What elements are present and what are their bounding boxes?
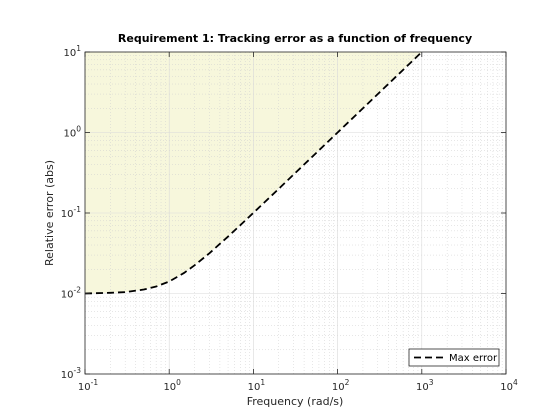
y-tick-label: 101 bbox=[63, 44, 81, 59]
y-tick-label: 100 bbox=[63, 125, 81, 140]
x-tick-label: 101 bbox=[248, 378, 266, 393]
x-tick-label: 104 bbox=[500, 378, 518, 393]
legend-box bbox=[408, 348, 500, 367]
tick-marks bbox=[84, 51, 507, 375]
legend-label-max-error: Max error bbox=[449, 353, 498, 364]
y-tick-label: 10-3 bbox=[61, 366, 81, 381]
x-tick-label: 102 bbox=[332, 378, 350, 393]
chart-title: Requirement 1: Tracking error as a funct… bbox=[118, 32, 472, 45]
legend: Max error bbox=[408, 348, 500, 367]
x-tick-labels: 10-1 100 101 102 103 104 bbox=[78, 378, 518, 393]
y-tick-labels: 10-3 10-2 10-1 100 101 bbox=[61, 44, 81, 381]
x-axis-label: Frequency (rad/s) bbox=[247, 395, 344, 408]
y-axis-label: Relative error (abs) bbox=[43, 160, 56, 266]
y-tick-label: 10-1 bbox=[61, 205, 81, 220]
x-tick-label: 10-1 bbox=[78, 378, 98, 393]
y-tick-label: 10-2 bbox=[61, 286, 81, 301]
series-line-max-error bbox=[85, 52, 423, 295]
x-tick-label: 100 bbox=[163, 378, 181, 393]
x-tick-label: 103 bbox=[416, 378, 434, 393]
